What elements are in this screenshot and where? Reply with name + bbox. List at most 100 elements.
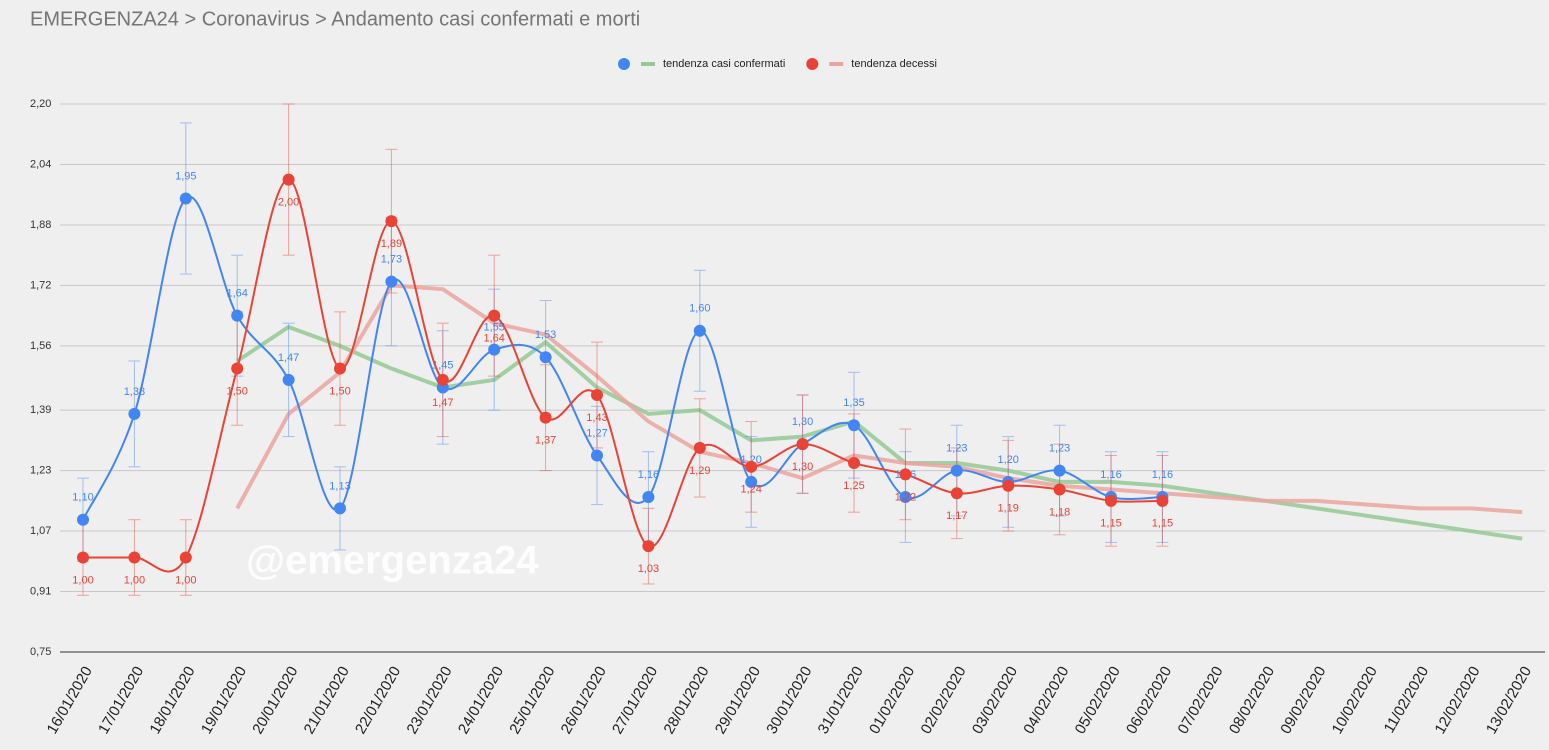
x-tick-label: 08/02/2020 [1226,663,1278,737]
data-point [642,491,655,504]
x-tick-label: 22/01/2020 [352,663,404,737]
data-label: 1,23 [1049,442,1070,454]
data-label: 2,00 [278,196,299,208]
data-point [488,343,501,356]
x-tick-label: 26/01/2020 [558,663,610,737]
data-label: 1,50 [329,385,350,397]
x-tick-label: 25/01/2020 [506,663,558,737]
data-label: 1,23 [946,442,967,454]
data-label: 1,55 [483,322,504,334]
data-label: 1,20 [740,454,761,466]
data-point [950,464,963,477]
x-tick-label: 04/02/2020 [1020,663,1072,737]
data-point [385,215,398,228]
data-label: 1,95 [175,170,196,182]
y-tick-label: 1,56 [30,340,51,352]
data-point [539,351,552,364]
data-label: 1,73 [381,254,402,266]
data-point [539,411,552,424]
data-label: 1,15 [1152,518,1173,530]
data-label: 1,00 [72,574,93,586]
legend-label: tendenza decessi [851,58,937,70]
data-label: 1,24 [740,484,761,496]
data-label: 1,20 [997,454,1018,466]
data-point [899,468,912,481]
data-label: 1,45 [432,359,453,371]
data-point [1156,494,1169,507]
x-tick-label: 23/01/2020 [403,663,455,737]
data-point [848,457,860,470]
data-point [1053,464,1066,477]
data-point [179,551,192,564]
data-point [334,502,346,515]
watermark: @emergenza24 [246,539,539,583]
data-point [436,373,449,386]
x-tick-label: 12/02/2020 [1431,663,1483,737]
data-point [693,441,706,454]
data-label: 1,30 [792,416,813,428]
x-tick-label: 16/01/2020 [44,663,96,737]
chart-title: EMERGENZA24 > Coronavirus > Andamento ca… [30,8,640,30]
legend-label: tendenza casi confermati [663,58,785,70]
data-point [745,475,758,488]
data-point [128,551,141,564]
data-point [179,192,192,205]
data-point [282,173,295,186]
data-point [848,419,860,432]
data-point [1002,479,1015,492]
data-point [1105,494,1117,507]
data-label: 1,18 [1049,506,1070,518]
x-tick-label: 01/02/2020 [866,663,918,737]
x-tick-label: 03/02/2020 [969,663,1021,737]
x-tick-label: 29/01/2020 [712,663,764,737]
data-label: 1,60 [689,303,710,315]
data-label: 1,30 [792,461,813,473]
data-point [231,362,244,375]
data-label: 1,16 [1152,469,1173,481]
data-point [77,551,89,564]
data-label: 1,15 [1100,518,1121,530]
y-tick-label: 1,23 [30,464,51,476]
x-tick-label: 05/02/2020 [1072,663,1124,737]
x-tick-label: 17/01/2020 [95,663,147,737]
x-tick-label: 24/01/2020 [455,663,507,737]
data-label: 1,64 [226,288,247,300]
trend-line [235,283,1523,515]
data-point [591,449,603,462]
x-tick-label: 19/01/2020 [198,663,250,737]
x-tick-label: 07/02/2020 [1174,663,1226,737]
data-point [128,407,141,420]
data-label: 1,47 [432,397,453,409]
y-tick-label: 2,04 [30,158,51,170]
data-point [693,324,706,337]
data-point [1053,483,1066,496]
data-label: 1,29 [689,465,710,477]
data-label: 1,25 [843,480,864,492]
data-label: 1,47 [278,352,299,364]
data-point [488,309,501,322]
data-point [231,309,244,322]
x-tick-label: 10/02/2020 [1329,663,1381,737]
data-label: 1,27 [586,427,607,439]
data-point [77,513,89,526]
data-label: 1,00 [175,574,196,586]
y-tick-label: 0,91 [30,585,51,597]
data-label: 1,13 [329,480,350,492]
data-point [591,389,603,402]
x-tick-label: 13/02/2020 [1483,663,1535,737]
x-tick-label: 21/01/2020 [301,663,353,737]
data-label: 1,50 [226,385,247,397]
x-tick-label: 20/01/2020 [249,663,301,737]
data-label: 1,22 [895,491,916,503]
y-tick-label: 1,39 [30,404,51,416]
x-tick-label: 18/01/2020 [146,663,198,737]
x-tick-label: 31/01/2020 [815,663,867,737]
y-tick-label: 1,72 [30,279,51,291]
data-point [796,438,809,451]
data-label: 1,89 [381,238,402,250]
x-tick-label: 06/02/2020 [1123,663,1175,737]
data-label: 1,37 [535,435,556,447]
x-tick-label: 30/01/2020 [763,663,815,737]
data-point [642,540,655,553]
data-label: 1,16 [1100,469,1121,481]
